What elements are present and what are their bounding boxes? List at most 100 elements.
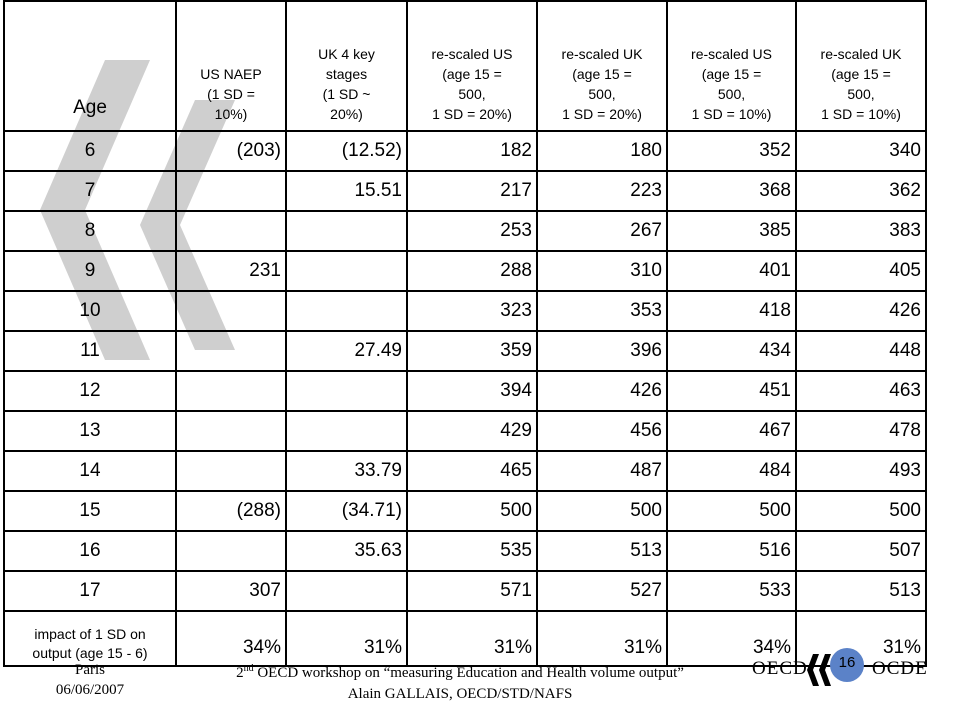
- table-row: 8 253 267 385 383: [3, 210, 927, 252]
- cell-rescaled-us-20: 465: [406, 450, 538, 492]
- impact-value: 31%: [285, 610, 408, 667]
- header-rescaled-us-10: re-scaled US (age 15 = 500, 1 SD = 10%): [666, 0, 797, 132]
- cell-rescaled-us-10: 368: [666, 170, 797, 212]
- cell-rescaled-us-10: 451: [666, 370, 797, 412]
- cell-rescaled-us-10: 516: [666, 530, 797, 572]
- header-rescaled-uk-10: re-scaled UK (age 15 = 500, 1 SD = 10%): [795, 0, 927, 132]
- header-row: Age US NAEP (1 SD = 10%) UK 4 key stages (1 …: [3, 0, 927, 132]
- cell-rescaled-uk-10: 405: [795, 250, 927, 292]
- cell-rescaled-uk-20: 180: [536, 130, 668, 172]
- cell-us-naep: [175, 330, 287, 372]
- cell-uk-key-stages: (34.71): [285, 490, 408, 532]
- header-age: Age: [3, 0, 177, 132]
- cell-rescaled-us-20: 217: [406, 170, 538, 212]
- cell-age: 15: [3, 490, 177, 532]
- cell-rescaled-uk-10: 383: [795, 210, 927, 252]
- header-rescaled-uk-20: re-scaled UK (age 15 = 500, 1 SD = 20%): [536, 0, 668, 132]
- cell-age: 16: [3, 530, 177, 572]
- cell-rescaled-uk-10: 463: [795, 370, 927, 412]
- table-body: 6 (203) (12.52) 182 180 352 340 7 15.51 217 223 368…: [3, 130, 927, 667]
- cell-rescaled-us-20: 535: [406, 530, 538, 572]
- cell-rescaled-us-10: 500: [666, 490, 797, 532]
- impact-label: impact of 1 SD on output (age 15 - 6): [3, 610, 177, 667]
- cell-rescaled-us-20: 323: [406, 290, 538, 332]
- cell-rescaled-uk-20: 487: [536, 450, 668, 492]
- impact-value: 34%: [175, 610, 287, 667]
- cell-rescaled-us-20: 500: [406, 490, 538, 532]
- impact-value: 34%: [666, 610, 797, 667]
- footer-place-date: Paris 06/06/2007: [30, 660, 150, 700]
- cell-rescaled-uk-20: 500: [536, 490, 668, 532]
- header-uk-key-stages: UK 4 key stages (1 SD ~20%): [285, 0, 408, 132]
- cell-rescaled-us-10: 352: [666, 130, 797, 172]
- cell-age: 17: [3, 570, 177, 612]
- cell-rescaled-uk-10: 513: [795, 570, 927, 612]
- cell-rescaled-us-20: 394: [406, 370, 538, 412]
- table-row: 9 231 288 310 401 405: [3, 250, 927, 292]
- footer-workshop-title: 2nd OECD workshop on “measuring Educatio…: [236, 663, 684, 681]
- cell-rescaled-uk-20: 396: [536, 330, 668, 372]
- cell-uk-key-stages: 15.51: [285, 170, 408, 212]
- cell-us-naep: [175, 530, 287, 572]
- cell-rescaled-us-10: 418: [666, 290, 797, 332]
- logo-text-ocde: OCDE: [872, 658, 928, 679]
- cell-rescaled-uk-20: 267: [536, 210, 668, 252]
- logo-text-oecd: OECD: [752, 658, 808, 679]
- cell-uk-key-stages: (12.52): [285, 130, 408, 172]
- cell-rescaled-us-10: 484: [666, 450, 797, 492]
- impact-value: 31%: [536, 610, 668, 667]
- cell-rescaled-uk-10: 500: [795, 490, 927, 532]
- cell-uk-key-stages: [285, 290, 408, 332]
- cell-rescaled-us-20: 571: [406, 570, 538, 612]
- table-row: 11 27.49 359 396 434 448: [3, 330, 927, 372]
- cell-us-naep: [175, 410, 287, 452]
- cell-uk-key-stages: [285, 370, 408, 412]
- cell-rescaled-uk-10: 448: [795, 330, 927, 372]
- cell-rescaled-us-20: 359: [406, 330, 538, 372]
- cell-rescaled-uk-10: 478: [795, 410, 927, 452]
- cell-rescaled-uk-10: 493: [795, 450, 927, 492]
- cell-uk-key-stages: [285, 250, 408, 292]
- cell-rescaled-uk-10: 507: [795, 530, 927, 572]
- footer-author: Alain GALLAIS, OECD/STD/NAFS: [347, 686, 573, 702]
- table-row: 13 429 456 467 478: [3, 410, 927, 452]
- cell-age: 6: [3, 130, 177, 172]
- cell-age: 11: [3, 330, 177, 372]
- cell-us-naep: 231: [175, 250, 287, 292]
- cell-rescaled-uk-20: 456: [536, 410, 668, 452]
- cell-uk-key-stages: [285, 210, 408, 252]
- cell-us-naep: [175, 210, 287, 252]
- cell-us-naep: (288): [175, 490, 287, 532]
- footer-date: 06/06/2007: [55, 682, 125, 698]
- cell-age: 9: [3, 250, 177, 292]
- cell-rescaled-uk-10: 426: [795, 290, 927, 332]
- cell-rescaled-us-10: 401: [666, 250, 797, 292]
- table-row: 12 394 426 451 463: [3, 370, 927, 412]
- data-table: Age US NAEP (1 SD = 10%) UK 4 key stages (1 …: [3, 0, 927, 667]
- cell-uk-key-stages: [285, 570, 408, 612]
- cell-rescaled-us-10: 434: [666, 330, 797, 372]
- table-row: 16 35.63 535 513 516 507: [3, 530, 927, 572]
- page-number-badge: 16: [830, 648, 864, 682]
- header-us-naep: US NAEP (1 SD = 10%): [175, 0, 287, 132]
- cell-rescaled-us-20: 253: [406, 210, 538, 252]
- table-row: 7 15.51 217 223 368 362: [3, 170, 927, 212]
- oecd-logo: OECD OCDE: [752, 650, 942, 690]
- table-row: 10 323 353 418 426: [3, 290, 927, 332]
- table-row: 14 33.79 465 487 484 493: [3, 450, 927, 492]
- cell-age: 12: [3, 370, 177, 412]
- cell-rescaled-us-20: 182: [406, 130, 538, 172]
- cell-us-naep: [175, 290, 287, 332]
- cell-us-naep: [175, 170, 287, 212]
- cell-age: 13: [3, 410, 177, 452]
- cell-us-naep: 307: [175, 570, 287, 612]
- cell-age: 14: [3, 450, 177, 492]
- cell-rescaled-uk-10: 362: [795, 170, 927, 212]
- cell-rescaled-us-10: 385: [666, 210, 797, 252]
- cell-uk-key-stages: 27.49: [285, 330, 408, 372]
- footer-place: Paris: [75, 662, 105, 678]
- cell-rescaled-uk-20: 310: [536, 250, 668, 292]
- cell-rescaled-uk-20: 426: [536, 370, 668, 412]
- cell-age: 7: [3, 170, 177, 212]
- cell-us-naep: [175, 450, 287, 492]
